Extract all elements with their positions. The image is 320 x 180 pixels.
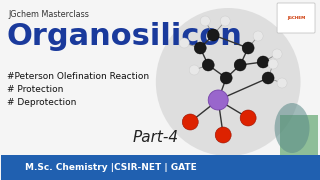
Circle shape	[220, 16, 230, 26]
Circle shape	[242, 42, 254, 54]
Text: # Protection: # Protection	[7, 85, 63, 94]
Circle shape	[272, 49, 282, 59]
Circle shape	[253, 31, 263, 41]
Circle shape	[202, 59, 214, 71]
Circle shape	[234, 59, 246, 71]
Text: JGchem Masterclass: JGchem Masterclass	[9, 10, 90, 19]
Text: Part-4: Part-4	[132, 130, 178, 145]
Circle shape	[179, 38, 189, 48]
Circle shape	[257, 56, 269, 68]
Text: #Peterson Olefination Reaction: #Peterson Olefination Reaction	[7, 72, 149, 81]
Circle shape	[200, 16, 210, 26]
Circle shape	[268, 59, 278, 69]
Text: JGCHEM: JGCHEM	[287, 16, 305, 20]
Ellipse shape	[156, 8, 300, 156]
Circle shape	[194, 42, 206, 54]
Circle shape	[262, 72, 274, 84]
Text: Organosilicon: Organosilicon	[7, 22, 243, 51]
Circle shape	[215, 127, 231, 143]
Ellipse shape	[275, 103, 309, 153]
Circle shape	[208, 90, 228, 110]
Circle shape	[189, 65, 199, 75]
Circle shape	[207, 29, 219, 41]
Circle shape	[182, 114, 198, 130]
FancyBboxPatch shape	[277, 3, 315, 33]
FancyBboxPatch shape	[1, 155, 320, 180]
Text: M.Sc. Chemistry |CSIR-NET | GATE: M.Sc. Chemistry |CSIR-NET | GATE	[25, 163, 196, 172]
Circle shape	[277, 78, 287, 88]
FancyBboxPatch shape	[280, 115, 318, 157]
Circle shape	[220, 72, 232, 84]
Text: # Deprotection: # Deprotection	[7, 98, 76, 107]
Circle shape	[240, 110, 256, 126]
